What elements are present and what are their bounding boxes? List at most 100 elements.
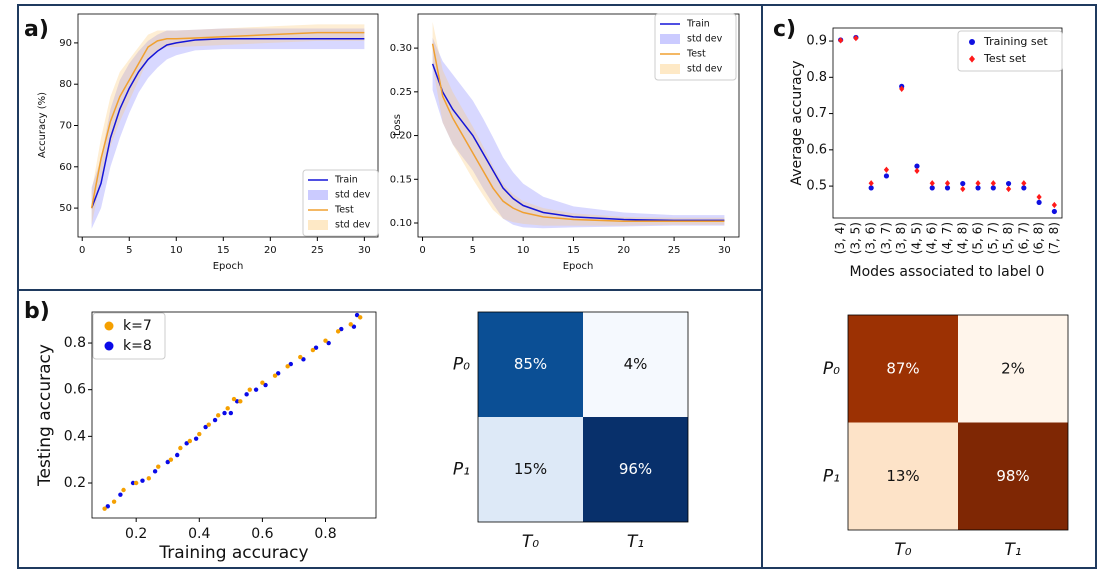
row-label: P₁ <box>823 466 840 486</box>
point <box>301 357 306 362</box>
legend-label: std dev <box>335 190 371 201</box>
y-tick-label: 0.25 <box>390 87 412 98</box>
point <box>193 436 199 441</box>
point <box>883 166 890 173</box>
point <box>351 324 357 329</box>
legend-marker <box>969 55 975 63</box>
x-tick-label: 25 <box>668 245 681 256</box>
y-tick-label: 0.4 <box>64 428 86 444</box>
point <box>348 322 353 327</box>
point <box>1036 199 1042 206</box>
x-tick-label: 5 <box>126 245 132 256</box>
legend-label: k=8 <box>123 338 152 354</box>
y-tick-label: 0.6 <box>64 382 86 398</box>
x-tick-label: (4, 8) <box>955 222 969 254</box>
point <box>222 410 227 416</box>
point <box>1051 201 1057 209</box>
x-tick-label: (7, 8) <box>1047 222 1061 254</box>
y-tick-label: 0.30 <box>390 43 412 54</box>
plot-frame <box>847 314 1069 531</box>
y-tick-label: 0.2 <box>64 475 86 491</box>
legend-swatch <box>660 64 680 74</box>
point <box>899 85 905 93</box>
point <box>121 487 126 493</box>
x-tick-label: 0 <box>79 245 85 256</box>
legend-marker <box>969 39 975 45</box>
cell-label: 85% <box>514 355 547 373</box>
plot-frame <box>832 27 1063 219</box>
point <box>247 387 252 392</box>
point <box>206 422 211 427</box>
heatmap-cell <box>848 315 958 423</box>
point <box>929 185 935 191</box>
point <box>990 180 996 187</box>
y-tick-label: 0.8 <box>64 335 86 351</box>
y-tick-label: 80 <box>59 79 72 90</box>
legend-label: k=7 <box>123 318 152 334</box>
x-axis-label: Epoch <box>563 261 594 272</box>
x-tick-label: 20 <box>264 245 277 256</box>
y-tick-label: 50 <box>59 203 72 214</box>
point <box>165 459 170 465</box>
point <box>868 180 874 187</box>
panel-frame <box>761 4 1097 569</box>
point <box>197 431 202 437</box>
point <box>944 185 951 191</box>
y-tick-label: 60 <box>59 162 72 173</box>
point <box>1005 180 1012 187</box>
point <box>310 347 316 353</box>
x-tick-label: 20 <box>617 245 630 256</box>
point <box>975 180 981 187</box>
x-tick-label: 15 <box>567 245 580 256</box>
point <box>853 35 859 42</box>
x-tick-label: (5, 6) <box>971 222 985 254</box>
x-tick-label: (3, 8) <box>894 222 908 254</box>
heatmap-cell <box>478 417 583 522</box>
y-tick-label: 0.9 <box>806 34 827 49</box>
point <box>929 180 935 187</box>
point <box>175 452 180 458</box>
x-tick-label: (3, 7) <box>879 222 893 254</box>
legend-label: Test <box>334 205 354 216</box>
point <box>231 396 237 402</box>
x-tick-label: 15 <box>217 245 230 256</box>
x-axis-label: Modes associated to label 0 <box>850 264 1045 280</box>
y-axis-label: Accuracy (%) <box>37 92 48 158</box>
series-line <box>90 38 365 209</box>
panel-label: a) <box>24 17 49 42</box>
point <box>118 492 123 497</box>
legend-swatch <box>308 190 328 200</box>
legend-label: std dev <box>335 220 371 231</box>
heatmap-cell <box>958 315 1068 423</box>
point <box>178 445 183 451</box>
x-tick-label: 0.8 <box>314 526 336 542</box>
x-axis-label: Training accuracy <box>158 543 308 563</box>
x-tick-label: (5, 7) <box>986 222 1000 254</box>
x-tick-label: 10 <box>517 245 530 256</box>
y-tick-label: 0.10 <box>390 218 412 229</box>
cell-label: 96% <box>619 460 652 478</box>
series-line <box>431 43 725 223</box>
point <box>244 392 249 397</box>
plot-frame <box>91 311 377 519</box>
point <box>152 469 158 474</box>
x-tick-label: (3, 6) <box>864 222 878 254</box>
legend-swatch <box>660 34 680 44</box>
x-tick-label: (6, 7) <box>1016 222 1030 254</box>
point <box>168 457 174 462</box>
heatmap-cell <box>848 422 958 530</box>
point <box>285 364 290 369</box>
x-tick-label: (3, 4) <box>833 222 847 254</box>
point <box>975 185 981 191</box>
x-tick-label: 10 <box>170 245 183 256</box>
point <box>323 338 328 343</box>
point <box>275 371 281 376</box>
col-label: T₁ <box>627 532 644 552</box>
y-axis-label: Testing accuracy <box>35 344 55 487</box>
heatmap-cell <box>583 312 688 417</box>
col-label: T₀ <box>894 540 911 560</box>
x-tick-label: 30 <box>718 245 731 256</box>
point <box>133 480 139 486</box>
point <box>1021 180 1027 187</box>
